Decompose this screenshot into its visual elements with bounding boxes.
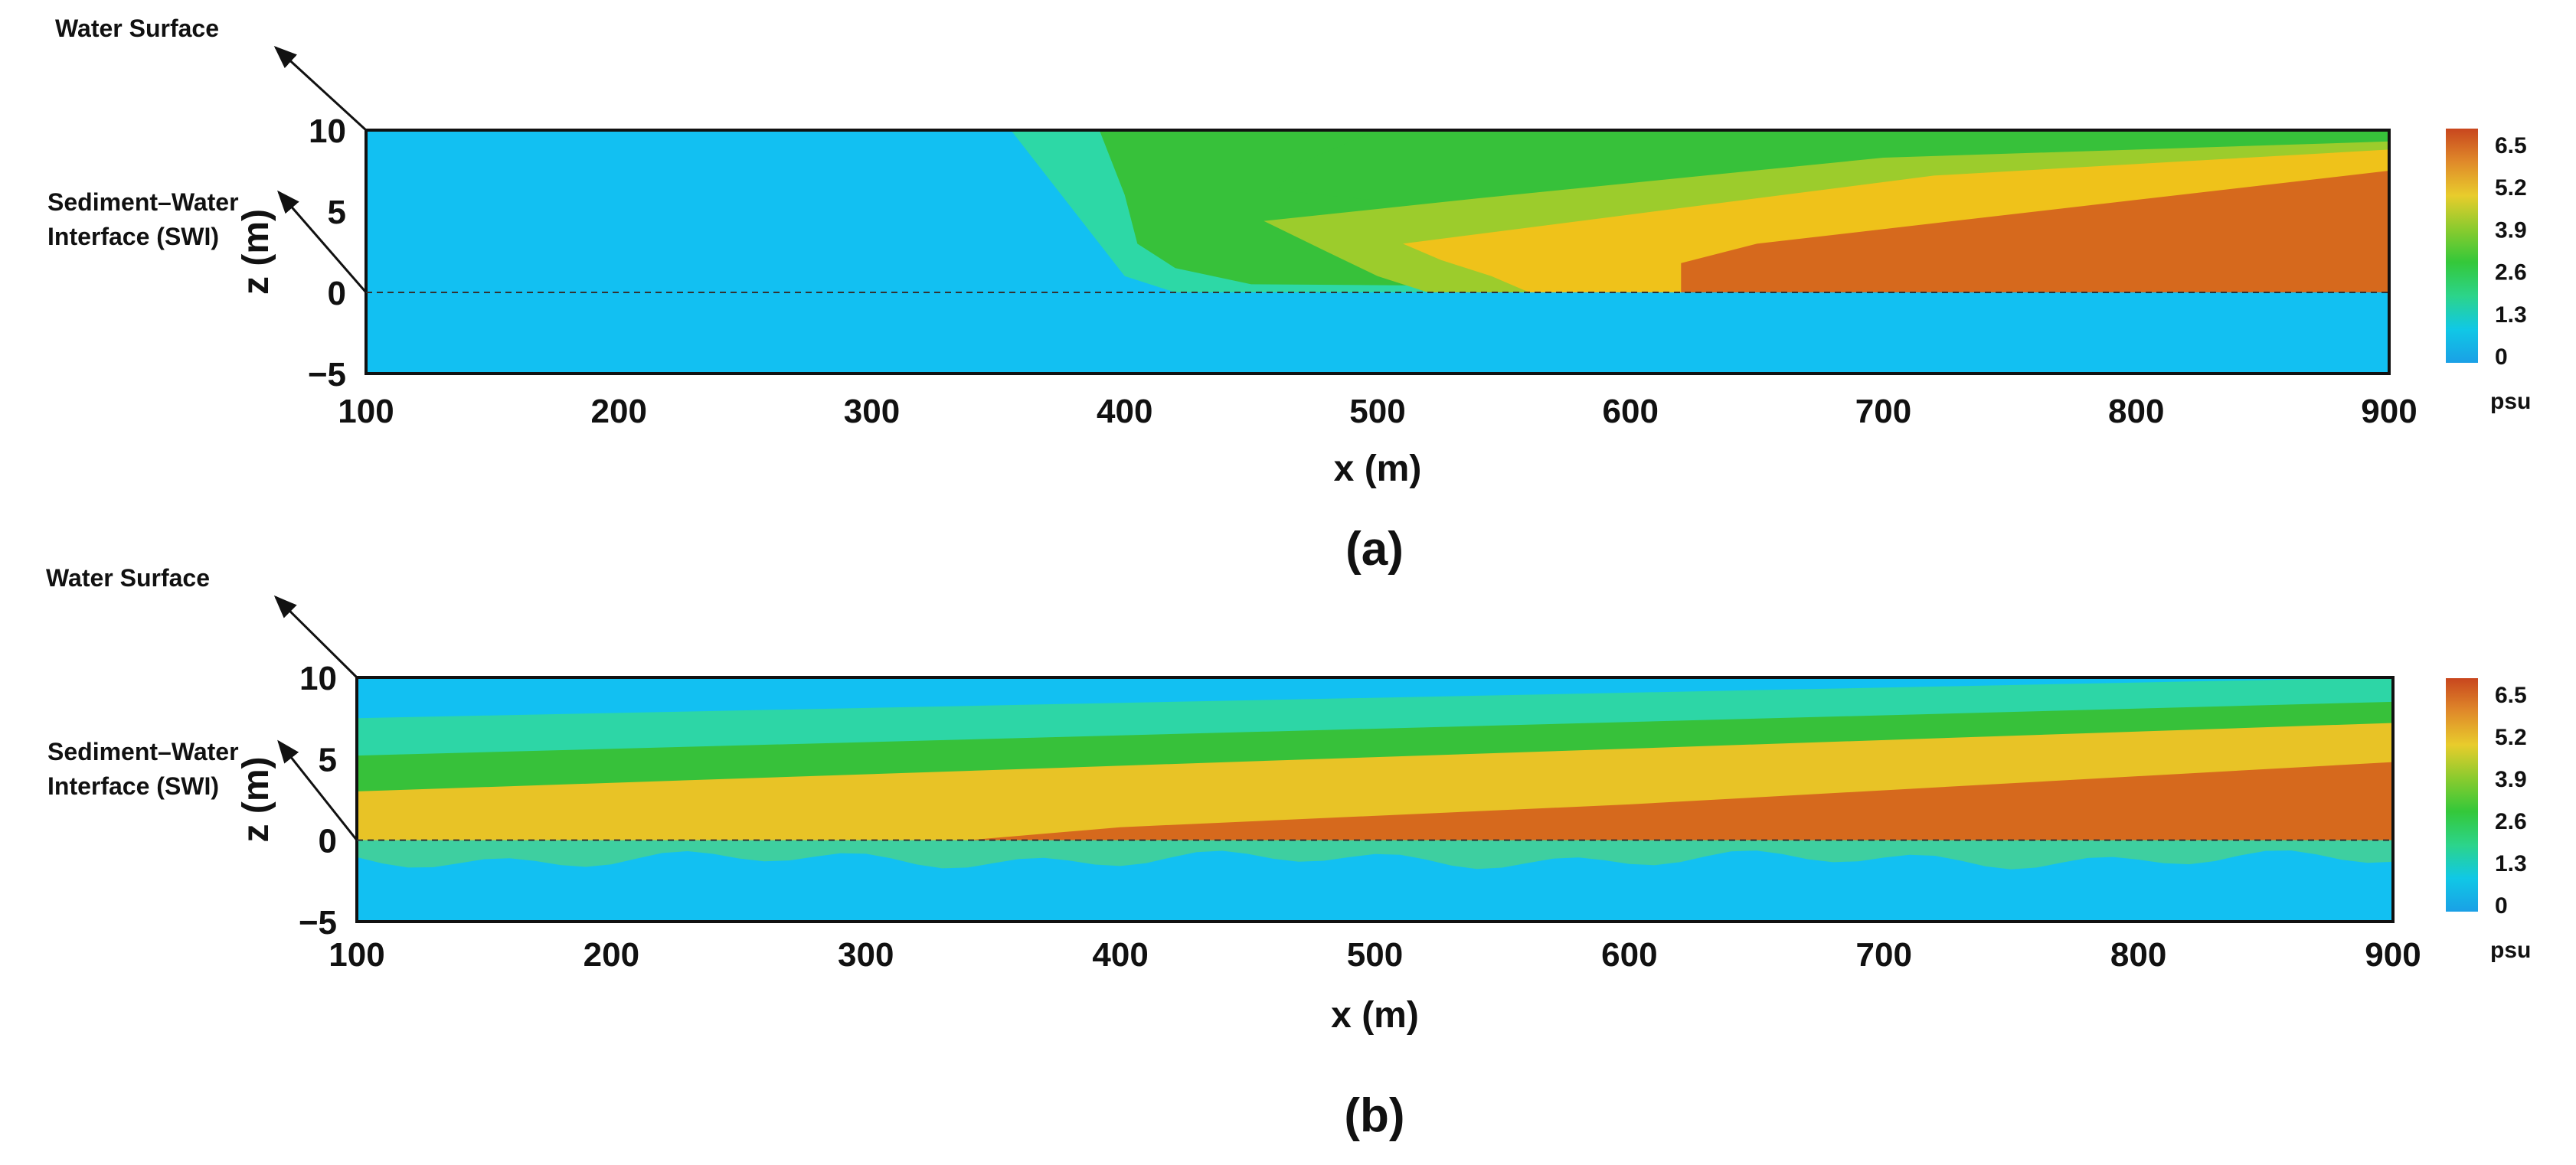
- salinity-bands: [1011, 130, 2389, 292]
- swi-arrow: [277, 190, 368, 293]
- y-axis-label: z (m): [236, 757, 276, 843]
- x-tick-label: 800: [2108, 393, 2164, 430]
- swi-annotation-line1: Sediment–Water: [47, 738, 239, 765]
- colorbar-tick-label: 6.5: [2495, 133, 2527, 158]
- panel-b: 100 200 300 400 500 600 700 800 900 10 5 0 −5 x (m) z …: [46, 564, 2531, 1142]
- panel-label: (a): [1345, 523, 1404, 576]
- colorbar: [2446, 678, 2478, 912]
- y-tick-label: 10: [309, 113, 346, 150]
- x-tick-label: 200: [584, 936, 639, 974]
- colorbar-tick-label: 1.3: [2495, 302, 2527, 328]
- panel-label: (b): [1344, 1089, 1404, 1142]
- y-tick-label: 5: [328, 194, 346, 231]
- x-tick-label: 400: [1097, 393, 1152, 430]
- water-surface-annotation: Water Surface: [46, 564, 210, 592]
- colorbar-tick-label: 3.9: [2495, 217, 2527, 243]
- colorbar-tick-label: 0: [2495, 893, 2508, 919]
- x-tick-label: 100: [338, 393, 394, 430]
- swi-annotation-line1: Sediment–Water: [47, 188, 239, 216]
- colorbar-unit: psu: [2490, 389, 2531, 414]
- panel-a: 100 200 300 400 500 600 700 800 900 10 5 0 −5 x (m) z …: [47, 15, 2531, 576]
- salinity-band-5: [1681, 171, 2389, 292]
- x-tick-label: 700: [1855, 393, 1911, 430]
- water-surface-arrow: [273, 595, 358, 679]
- x-tick-label: 500: [1347, 936, 1403, 974]
- x-tick-label: 600: [1603, 393, 1659, 430]
- y-tick-label: 0: [328, 275, 346, 312]
- salinity-band-4: [967, 762, 2393, 840]
- colorbar-tick-label: 6.5: [2495, 683, 2527, 708]
- x-axis-label: x (m): [1334, 449, 1422, 489]
- plot-frame: [364, 129, 2391, 375]
- y-axis-label: z (m): [236, 209, 276, 295]
- x-tick-label: 100: [329, 936, 384, 974]
- colorbar-tick-label: 0: [2495, 344, 2508, 370]
- y-tick-label: 0: [319, 823, 337, 860]
- colorbar-tick-label: 2.6: [2495, 260, 2527, 286]
- x-tick-label: 600: [1601, 936, 1657, 974]
- x-tick-label: 200: [591, 393, 647, 430]
- y-tick-label: 5: [319, 741, 337, 778]
- x-tick-label: 900: [2365, 936, 2421, 974]
- water-surface-annotation: Water Surface: [55, 15, 219, 42]
- plot-frame: [355, 676, 2395, 923]
- y-tick-label: −5: [299, 904, 337, 941]
- colorbar-tick-label: 2.6: [2495, 809, 2527, 834]
- colorbar-tick-label: 1.3: [2495, 851, 2527, 876]
- salinity-bands: [357, 677, 2393, 870]
- swi-annotation-line2: Interface (SWI): [47, 772, 219, 800]
- colorbar: [2446, 129, 2478, 363]
- x-axis-label: x (m): [1331, 995, 1419, 1036]
- colorbar-tick-label: 3.9: [2495, 767, 2527, 792]
- x-tick-label: 900: [2361, 393, 2417, 430]
- y-tick-label: 10: [299, 660, 337, 697]
- x-tick-label: 300: [838, 936, 894, 974]
- y-tick-label: −5: [308, 356, 346, 393]
- x-tick-label: 300: [844, 393, 900, 430]
- x-tick-label: 700: [1856, 936, 1912, 974]
- colorbar-unit: psu: [2490, 938, 2531, 963]
- x-tick-label: 500: [1349, 393, 1405, 430]
- sediment-mixing-band: [357, 840, 2393, 870]
- x-tick-label: 400: [1092, 936, 1148, 974]
- colorbar-tick-label: 5.2: [2495, 725, 2527, 750]
- water-surface-arrow: [273, 45, 368, 132]
- x-tick-label: 800: [2110, 936, 2166, 974]
- swi-arrow: [277, 739, 358, 841]
- swi-annotation-line2: Interface (SWI): [47, 223, 219, 250]
- colorbar-tick-label: 5.2: [2495, 175, 2527, 201]
